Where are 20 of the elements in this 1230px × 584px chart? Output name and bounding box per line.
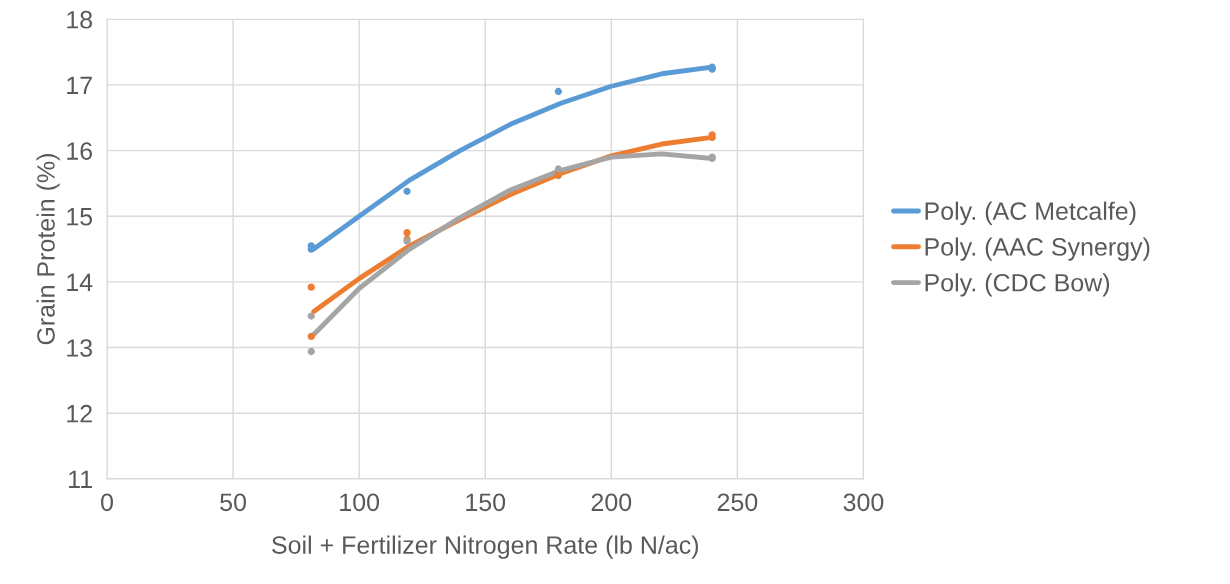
legend-label: Poly. (AAC Synergy) bbox=[925, 237, 1150, 261]
x-tick-label: 100 bbox=[340, 493, 380, 512]
x-tick-label: 150 bbox=[466, 493, 506, 512]
x-tick-label: 250 bbox=[717, 493, 758, 512]
y-axis-title: Grain Protein (%) bbox=[36, 154, 60, 345]
x-tick-label: 50 bbox=[220, 493, 247, 512]
y-tick-label: 14 bbox=[67, 273, 93, 291]
x-tick-label: 0 bbox=[101, 493, 113, 512]
y-tick-label: 15 bbox=[67, 208, 93, 226]
y-tick-label: 17 bbox=[67, 76, 92, 94]
legend-label: Poly. (CDC Bow) bbox=[925, 273, 1110, 297]
y-tick-label: 16 bbox=[67, 142, 93, 160]
y-tick-label: 12 bbox=[67, 404, 92, 423]
y-tick-label: 18 bbox=[67, 10, 93, 29]
y-tick-label: 11 bbox=[69, 470, 92, 488]
x-axis-title: Soil + Fertilizer Nitrogen Rate (lb N/ac) bbox=[272, 535, 698, 559]
y-tick-label: 13 bbox=[67, 339, 93, 357]
x-tick-label: 200 bbox=[591, 493, 632, 512]
legend-label: Poly. (AC Metcalfe) bbox=[925, 201, 1136, 225]
x-tick-label: 300 bbox=[843, 493, 884, 512]
